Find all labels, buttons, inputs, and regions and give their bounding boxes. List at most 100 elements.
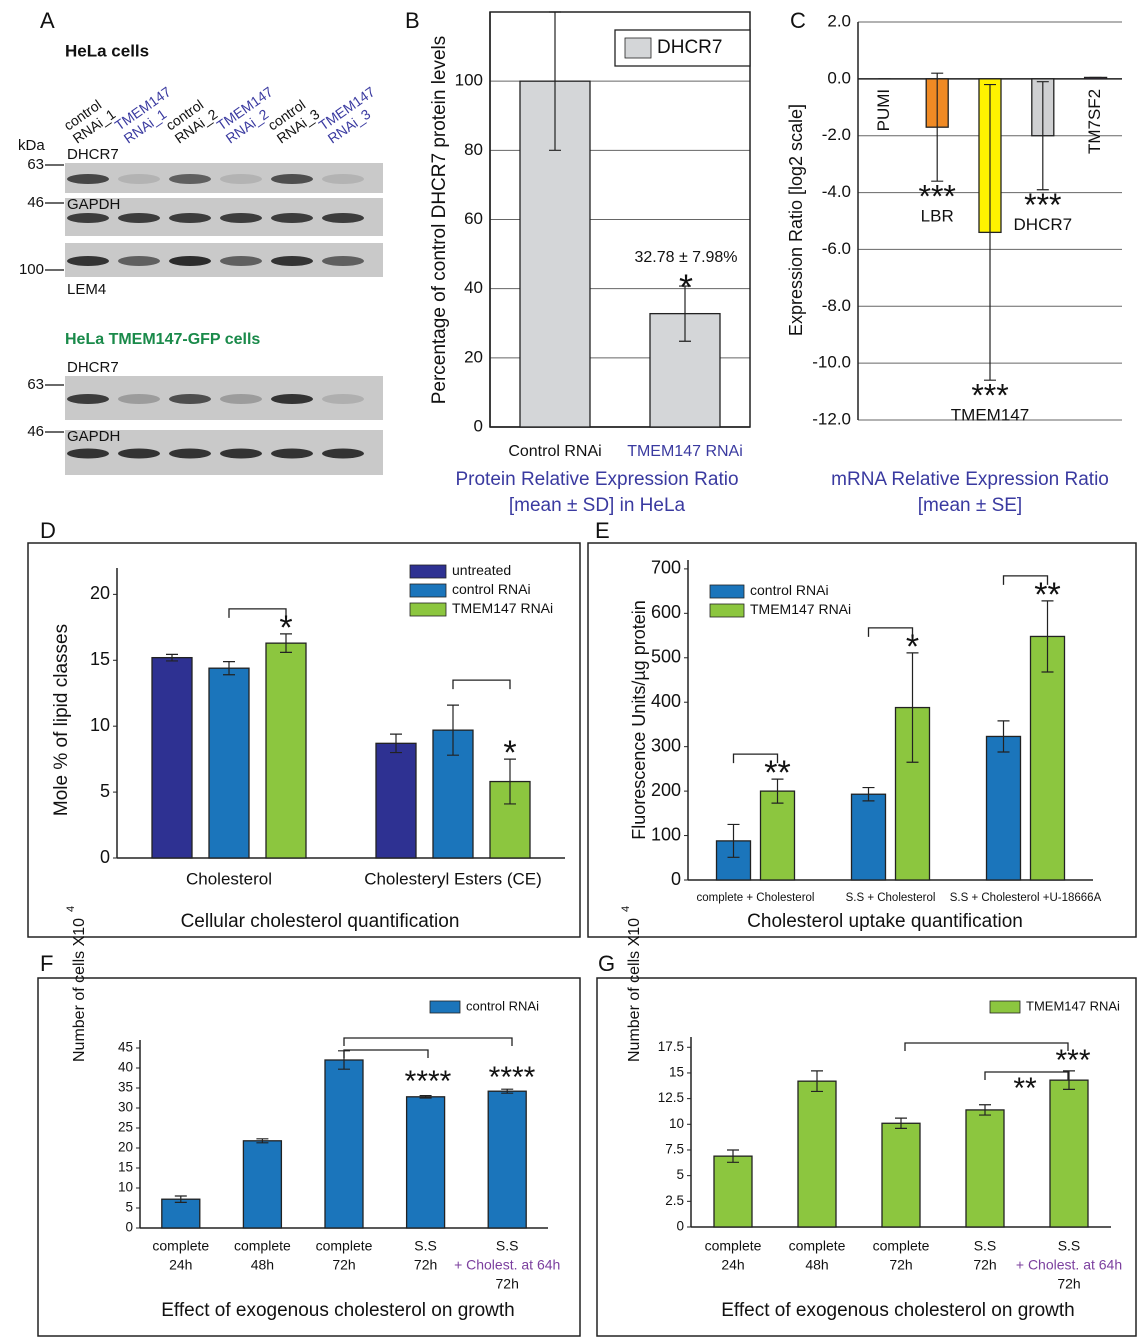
- y-tick-label: 0: [474, 416, 483, 435]
- panel-letter: D: [40, 518, 56, 543]
- y-tick-label: 80: [464, 140, 483, 159]
- y-tick-label: 2.5: [665, 1193, 684, 1208]
- marker-label: 46: [27, 194, 44, 211]
- x-tick-label: 72h: [1057, 1276, 1080, 1292]
- y-axis-label: Expression Ratio [log2 scale]: [786, 104, 806, 336]
- y-tick-label: 5: [676, 1167, 684, 1182]
- blot-band: [169, 174, 211, 184]
- y-tick-label: 100: [455, 71, 483, 90]
- x-tick-label: S.S: [1058, 1238, 1081, 1254]
- y-tick-label: 15: [669, 1065, 684, 1080]
- caption: Cholesterol uptake quantification: [747, 911, 1023, 932]
- blot-label: GAPDH: [67, 428, 120, 445]
- significance-label: *: [906, 628, 919, 666]
- y-axis-label: Number of cells X10: [71, 918, 88, 1062]
- y-axis-label: Mole % of lipid classes: [51, 624, 72, 816]
- legend-label: untreated: [452, 562, 511, 578]
- blot-band: [118, 449, 160, 459]
- y-tick-label: 40: [464, 278, 483, 297]
- blot-band: [118, 394, 160, 404]
- y-tick-label: 35: [118, 1080, 133, 1095]
- x-tick-label: 72h: [973, 1257, 996, 1273]
- bar: [162, 1199, 200, 1228]
- bar: [882, 1123, 920, 1227]
- y-tick-label: 0: [100, 847, 110, 867]
- blot-band: [169, 213, 211, 223]
- y-tick-label: 500: [651, 647, 681, 667]
- legend-swatch: [410, 584, 446, 597]
- marker-label: 100: [19, 261, 44, 278]
- figure: AHeLa cellsHeLa TMEM147-GFP cellskDacont…: [0, 0, 1139, 1338]
- panel-letter: E: [595, 518, 610, 543]
- x-tick-label: S.S + Cholesterol +U-18666A: [950, 892, 1102, 904]
- legend-label: TMEM147 RNAi: [1026, 998, 1120, 1013]
- significance-label: *: [503, 734, 516, 772]
- blot-band: [322, 256, 364, 266]
- legend-label: DHCR7: [657, 37, 722, 58]
- y-tick-label: 0: [671, 869, 681, 889]
- y-tick-label: -12.0: [812, 409, 851, 428]
- section-title: HeLa cells: [65, 41, 149, 60]
- legend-swatch: [710, 604, 744, 617]
- x-tick-label: complete + Cholesterol: [697, 892, 815, 904]
- y-tick-label: -8.0: [822, 296, 851, 315]
- bar: [376, 743, 416, 858]
- blot-band: [271, 213, 313, 223]
- y-tick-label: 2.0: [827, 11, 851, 30]
- blot-label: DHCR7: [67, 359, 119, 376]
- significance-label: *: [279, 609, 292, 647]
- y-tick-label: 25: [118, 1120, 133, 1135]
- marker-label: 46: [27, 423, 44, 440]
- x-tick-label: complete: [316, 1238, 373, 1254]
- x-tick-label: 48h: [251, 1257, 274, 1273]
- y-tick-label: 20: [118, 1140, 133, 1155]
- y-axis-label: Number of cells X10: [626, 918, 643, 1062]
- caption: Effect of exogenous cholesterol on growt…: [161, 1300, 515, 1321]
- y-tick-label: 10: [90, 715, 110, 735]
- blot-band: [220, 256, 262, 266]
- caption: Cellular cholesterol quantification: [181, 911, 460, 932]
- x-tick-label: 72h: [496, 1276, 519, 1292]
- blot-band: [271, 449, 313, 459]
- bar: [266, 643, 306, 858]
- annotation: **: [1013, 1072, 1037, 1105]
- significance-bracket: [344, 1050, 428, 1058]
- y-tick-label: 200: [651, 780, 681, 800]
- significance-bracket: [453, 680, 510, 689]
- y-tick-label: 20: [90, 583, 110, 603]
- blot-band: [220, 174, 262, 184]
- y-tick-label: 0: [125, 1220, 133, 1235]
- y-tick-label: -10.0: [812, 353, 851, 372]
- bar: [966, 1110, 1004, 1227]
- y-tick-label: 10: [669, 1116, 684, 1131]
- y-tick-label: 600: [651, 602, 681, 622]
- blot-band: [67, 256, 109, 266]
- bar: [325, 1060, 363, 1228]
- y-tick-label: 400: [651, 691, 681, 711]
- bar: [987, 736, 1021, 880]
- page: {"blot": {"panel": "A", "sections": [ {"…: [0, 0, 1139, 1338]
- significance-bracket: [229, 609, 286, 618]
- panel-letter: A: [40, 8, 55, 33]
- significance-bracket: [905, 1043, 1068, 1051]
- annotation: 32.78 ± 7.98%: [634, 249, 737, 266]
- y-tick-label: 5: [125, 1200, 133, 1215]
- legend-label: control RNAi: [452, 581, 531, 597]
- caption: Protein Relative Expression Ratio: [455, 469, 738, 490]
- legend-label: control RNAi: [750, 582, 829, 598]
- significance-label: **: [1034, 576, 1060, 614]
- y-tick-label: 20: [464, 347, 483, 366]
- y-tick-label: 30: [118, 1100, 133, 1115]
- x-tick-label: LBR: [921, 207, 954, 226]
- legend-swatch: [410, 565, 446, 578]
- blot-band: [271, 174, 313, 184]
- blot-band: [271, 394, 313, 404]
- y-tick-label: 12.5: [658, 1090, 684, 1105]
- bar: [407, 1097, 445, 1228]
- blot-label: GAPDH: [67, 196, 120, 213]
- y-tick-label: 5: [100, 781, 110, 801]
- caption: [mean ± SD] in HeLa: [509, 495, 686, 516]
- blot-label: LEM4: [67, 281, 106, 298]
- y-tick-label: 45: [118, 1040, 133, 1055]
- y-tick-label: 15: [118, 1160, 133, 1175]
